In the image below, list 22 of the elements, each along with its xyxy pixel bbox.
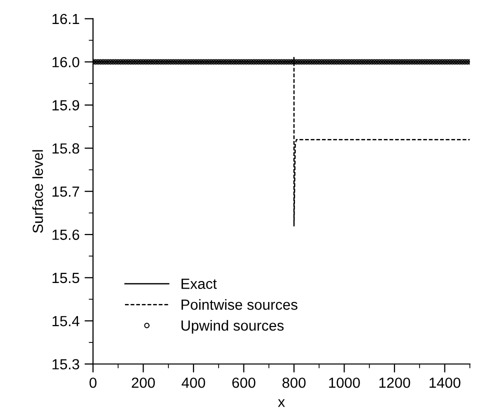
x-tick-label: 600	[232, 378, 256, 388]
legend-label: Pointwise sources	[182, 299, 298, 310]
y-tick-label: 15.8	[52, 143, 80, 154]
x-tick-label: 0	[90, 378, 96, 388]
y-tick-label: 15.4	[52, 316, 80, 326]
x-tick-label: 1000	[329, 378, 360, 388]
y-tick-label: 16.0	[52, 56, 80, 68]
legend-label: Upwind sources	[182, 320, 284, 334]
x-tick-label: 800	[282, 378, 306, 388]
x-tick-label: 1400	[430, 378, 460, 388]
y-tick-label: 15.9	[52, 100, 80, 110]
y-tick-label: 15.7	[52, 186, 80, 197]
legend-label: Exact	[182, 278, 217, 289]
y-tick-label: 15.5	[52, 272, 80, 284]
y-axis-title: Surface level	[32, 150, 43, 233]
y-tick-label: 15.3	[52, 359, 80, 370]
y-tick-label: 16.1	[52, 14, 80, 24]
x-tick-label: 200	[132, 378, 155, 388]
y-tick-label: 15.6	[52, 230, 80, 240]
x-tick-label: 1200	[379, 378, 410, 388]
x-tick-label: 400	[182, 378, 206, 388]
x-axis-title: x	[278, 399, 285, 407]
